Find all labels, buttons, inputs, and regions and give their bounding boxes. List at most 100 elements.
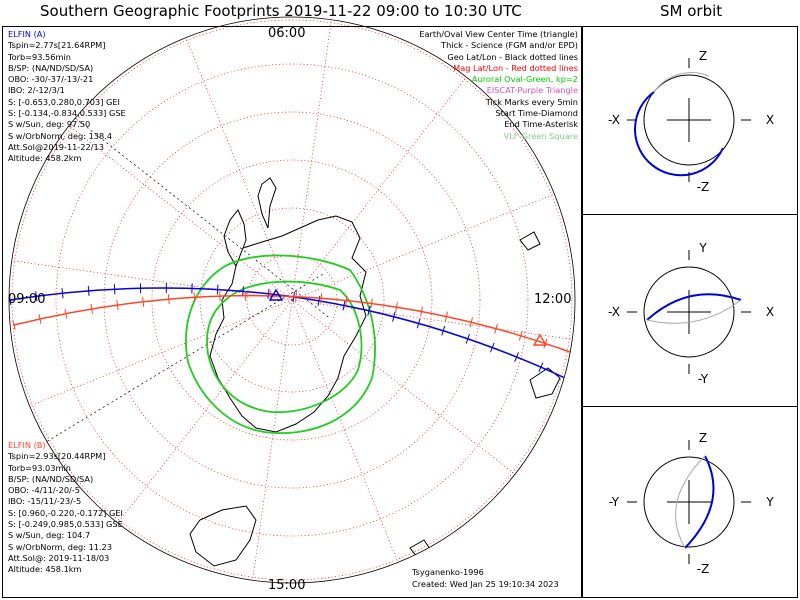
axis-label-bottom: -Y [698,372,709,386]
sat-b-track-tick [38,313,42,324]
sat-b-line: Att.Sol@: 2019-11-18/03 [8,552,110,563]
auroral-oval-inner [206,280,363,413]
sat-b-track-tick [295,291,297,302]
sat-b-track-tick [518,330,523,341]
main-title: Southern Geographic Footprints 2019-11-2… [40,2,522,20]
legend-item: Auroral Oval-Green, kp=2 [471,74,578,85]
sat-b-line: S w/OrbNorm, deg: 11.23 [8,541,113,552]
sat-a-track-tick [441,325,446,336]
sat-b-track-tick [469,317,473,328]
sat-a-track-tick [538,362,544,372]
sat-a-orbit-xz [634,91,724,177]
map-panel-frame [2,26,582,598]
sat-a-track-tick [9,294,12,306]
sat-a-info: ELFIN (A) Tspin=2.77s[21.64RPM] Torb=93.… [8,29,126,165]
sat-b-track-tick [167,294,170,305]
legend-item: Geo Lat/Lon - Black dotted lines [447,51,578,62]
sat-a-line: S: [-0.653,0.280,0.703] GEI [8,96,120,107]
created-label: Created: Wed Jan 25 19:10:34 2023 [412,579,559,589]
sat-b-track-tick [420,306,423,317]
sat-a-orbit-xy [646,293,742,321]
sat-b-track-tick [370,298,373,309]
sat-b-track-tick [494,323,498,334]
sat-a-orbit-yz [684,455,715,549]
sat-a-track-tick [342,300,346,311]
axis-label-right: Y [765,495,774,509]
sat-a-line: S w/Sun, deg: 97.50 [8,119,91,130]
geo-longitude-lines [46,117,329,442]
side-title: SM orbit [660,2,723,20]
time-label-right: 12:00 [534,292,572,307]
sat-b-track-tick [395,302,398,313]
sat-b-line: Torb=93.03min [8,462,71,473]
axis-label-top: Y [698,241,707,255]
legend-item: Start Time-Diamond [495,108,578,119]
antarctica-coastline [209,215,367,433]
sat-a-line: S w/OrbNorm, deg: 138.4 [8,130,113,141]
sat-a-line: Tspin=2.77s[21.64RPM] [8,40,106,51]
sat-a-line: Altitude: 458.2km [8,153,82,164]
sat-a-track-tick [267,288,270,299]
legend-item: End Time-Asterisk [504,119,578,130]
geo-longitude-line [74,117,329,318]
sat-a-track-tick [216,284,219,295]
earth-circle [643,74,735,166]
sat-b-track-tick [320,293,323,304]
sat-b-line: S: [0.960,-0.220,-0.172] GEI [8,507,123,518]
sat-a-track-tick [514,352,519,362]
axis-label-top: Z [699,431,707,445]
sat-b-track-tick [116,300,119,311]
sat-b-track-tick [12,320,16,330]
sat-b-track-tick [345,295,348,306]
time-label-bottom: 15:00 [268,578,306,593]
sat-a-track-tick [61,288,64,299]
sat-b-orbit-yz [675,455,706,549]
time-label-top: 06:00 [268,26,306,41]
legend-item: EISCAT-Purple Triangle [486,85,578,96]
sat-a-line: Torb=93.56min [8,51,71,62]
sat-b-track-tick [444,311,449,322]
legend-item: Mag Lat/Lon - Red dotted lines [453,62,578,73]
sat-a-track-tick [242,286,245,297]
legend-item: Earth/Oval View Center Time (triangle) [419,29,578,39]
earth-circle [643,266,735,358]
axis-label-left: -X [608,305,620,319]
sat-b-track-tick [142,296,145,307]
axis-label-bottom: -Z [697,180,710,194]
legend-item: Tick Marks every 5min [485,96,578,107]
sat-a-track-tick [416,318,421,329]
sat-a-track-tick [87,285,90,296]
sat-b-center-triangle [532,333,548,346]
sat-b-track-tick [90,303,94,315]
sat-b-name: ELFIN (B) [8,440,46,450]
axis-label-left: -X [608,113,620,127]
sat-b-line: Altitude: 458.1km [8,564,82,575]
sat-a-name: ELFIN (A) [8,29,46,39]
sat-a-center-triangle [268,288,284,301]
antarctic-peninsula [223,209,247,267]
sat-b-line: OBO: -4/11/-20/-5 [8,485,80,496]
sat-a-line: IBO: 2/-12/3/1 [8,85,65,96]
sat-b-orbit-xy [646,299,742,324]
sat-b-track-tick [64,308,68,319]
sat-a-line: B/SP: (NA/ND/SD/SA) [8,62,94,73]
time-label-left: 09:00 [8,292,46,307]
sat-b-line: B/SP: (NA/ND/SD/SA) [8,473,94,484]
sat-b-line: Tspin=2.93s[20.44RPM] [8,451,106,462]
sat-a-line: OBO: -30/-37/-13/-21 [8,74,94,85]
sat-a-track-tick [490,342,495,353]
sat-a-track-tick [392,311,396,322]
sat-b-line: S w/Sun, deg: 104.7 [8,530,91,541]
new-zealand-coast [529,367,561,399]
sat-a-line: S: [-0.134,-0.834,0.533] GSE [8,108,126,119]
legend-item: VLF-Green Square [503,130,578,141]
axis-label-right: X [766,113,774,127]
orbit-divider-1 [582,214,798,215]
axis-label-right: X [766,305,774,319]
map-boundary-circle [8,16,576,584]
sat-a-line: Att.Sol@2019-11-22/13 [8,141,104,152]
africa-coast [189,505,257,567]
orbit-panel-frame [582,26,798,598]
